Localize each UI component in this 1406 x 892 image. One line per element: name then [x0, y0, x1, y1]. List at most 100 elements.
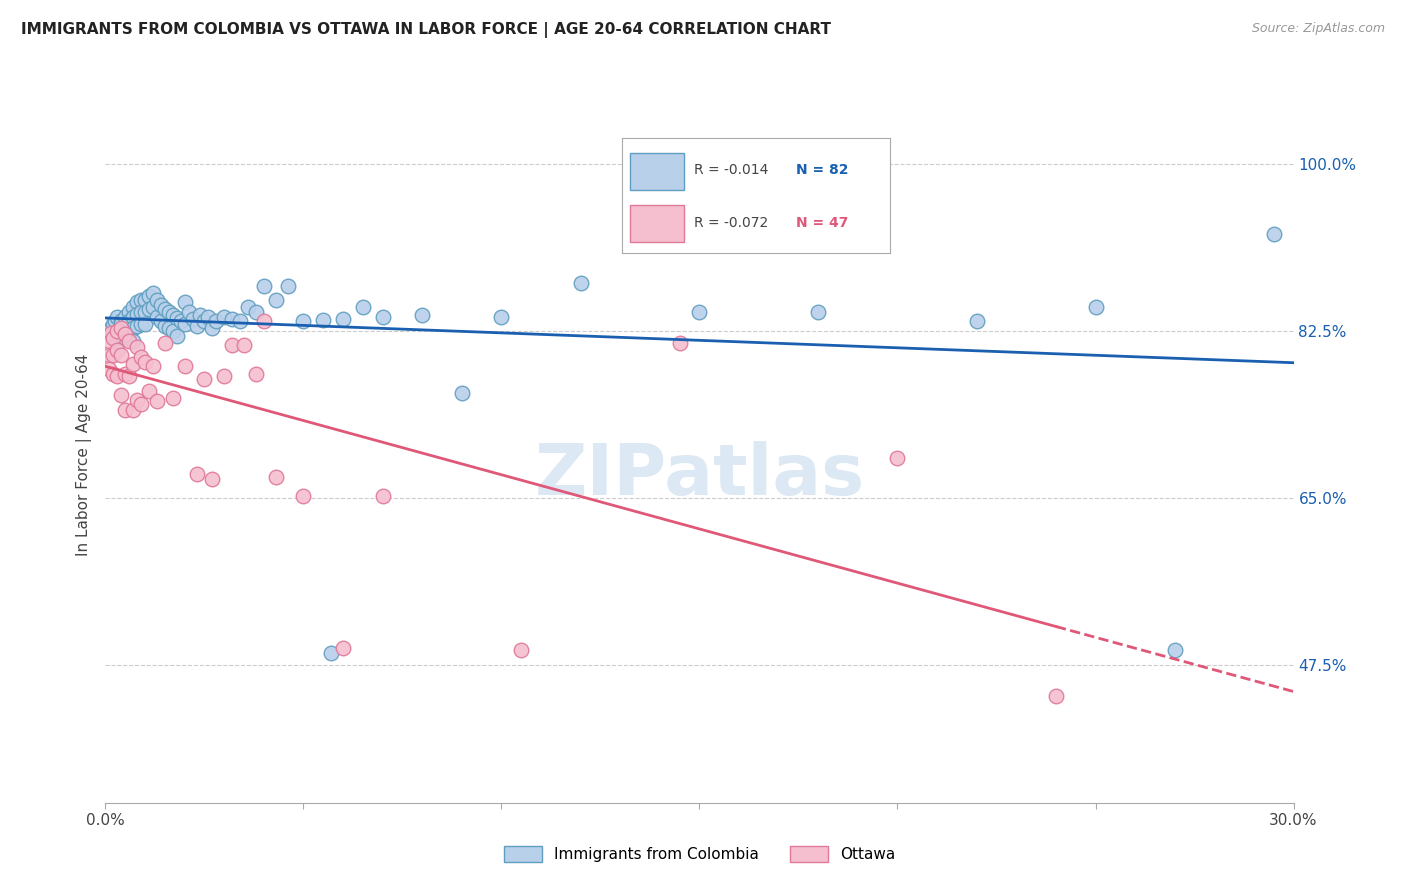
Point: [100, 321, 122, 335]
Point: [411, 308, 433, 322]
Point: [886, 450, 908, 465]
Point: [118, 334, 141, 348]
Point: [966, 314, 988, 328]
Point: [142, 285, 165, 300]
Point: [157, 305, 180, 319]
Point: [127, 319, 149, 334]
Point: [245, 305, 267, 319]
Point: [569, 277, 592, 291]
Point: [253, 279, 276, 293]
Point: [277, 279, 299, 293]
Point: [292, 313, 315, 327]
Point: [110, 348, 132, 362]
Point: [122, 403, 145, 417]
Point: [162, 391, 184, 405]
Point: [138, 384, 160, 398]
Point: [114, 331, 136, 345]
Point: [149, 314, 172, 328]
Point: [264, 293, 287, 307]
Point: [177, 305, 200, 319]
Point: [105, 334, 128, 348]
Point: [146, 293, 169, 307]
Point: [134, 318, 156, 332]
Point: [153, 336, 176, 351]
Point: [162, 324, 184, 338]
Point: [103, 331, 125, 345]
Point: [166, 310, 188, 325]
Point: [352, 300, 374, 314]
Point: [157, 321, 180, 335]
Point: [332, 641, 354, 656]
Point: [110, 318, 132, 332]
Point: [138, 302, 160, 317]
Point: [245, 367, 267, 381]
Text: R = -0.072: R = -0.072: [695, 216, 769, 230]
Point: [181, 311, 204, 326]
Point: [142, 359, 165, 374]
Point: [321, 646, 343, 660]
Text: R = -0.014: R = -0.014: [695, 163, 769, 178]
Point: [114, 324, 136, 338]
Point: [122, 334, 145, 348]
Point: [129, 397, 152, 411]
Point: [661, 214, 683, 228]
Point: [668, 336, 690, 351]
Point: [100, 326, 122, 340]
Point: [105, 310, 128, 324]
Point: [807, 305, 830, 319]
Point: [129, 318, 152, 332]
Point: [105, 328, 128, 343]
Point: [122, 321, 145, 335]
Point: [104, 313, 127, 327]
Point: [105, 343, 128, 357]
Point: [110, 388, 132, 402]
Point: [689, 305, 711, 319]
Point: [103, 348, 125, 362]
Point: [1084, 300, 1107, 314]
FancyBboxPatch shape: [630, 153, 683, 190]
Point: [103, 318, 125, 332]
Point: [153, 319, 176, 334]
Point: [264, 470, 287, 484]
Point: [253, 314, 276, 328]
Point: [103, 367, 125, 381]
Point: [118, 314, 141, 328]
Point: [122, 310, 145, 324]
Point: [162, 308, 184, 322]
Point: [173, 359, 195, 374]
Point: [233, 338, 256, 352]
Point: [110, 314, 132, 328]
Point: [292, 489, 315, 503]
FancyBboxPatch shape: [630, 205, 683, 242]
Point: [98, 362, 121, 376]
Point: [229, 314, 252, 328]
Point: [214, 310, 236, 324]
Text: IMMIGRANTS FROM COLOMBIA VS OTTAWA IN LABOR FORCE | AGE 20-64 CORRELATION CHART: IMMIGRANTS FROM COLOMBIA VS OTTAWA IN LA…: [21, 22, 831, 38]
Point: [146, 393, 169, 408]
Point: [221, 338, 243, 352]
Point: [129, 350, 152, 364]
Point: [214, 368, 236, 383]
Point: [193, 372, 215, 386]
Point: [98, 334, 121, 348]
Point: [129, 305, 152, 319]
Point: [371, 489, 394, 503]
Point: [105, 368, 128, 383]
Point: [201, 472, 224, 486]
Point: [371, 310, 394, 324]
Point: [118, 305, 141, 319]
Point: [127, 307, 149, 321]
Point: [197, 310, 219, 324]
Point: [1263, 227, 1285, 241]
Point: [236, 300, 259, 314]
Point: [114, 326, 136, 341]
Text: N = 47: N = 47: [796, 216, 848, 230]
Text: N = 82: N = 82: [796, 163, 848, 178]
Point: [114, 367, 136, 381]
Point: [127, 340, 149, 354]
Point: [1045, 689, 1067, 703]
Point: [221, 311, 243, 326]
Point: [166, 328, 188, 343]
Legend: Immigrants from Colombia, Ottawa: Immigrants from Colombia, Ottawa: [498, 840, 901, 868]
Y-axis label: In Labor Force | Age 20-64: In Labor Force | Age 20-64: [76, 354, 91, 556]
